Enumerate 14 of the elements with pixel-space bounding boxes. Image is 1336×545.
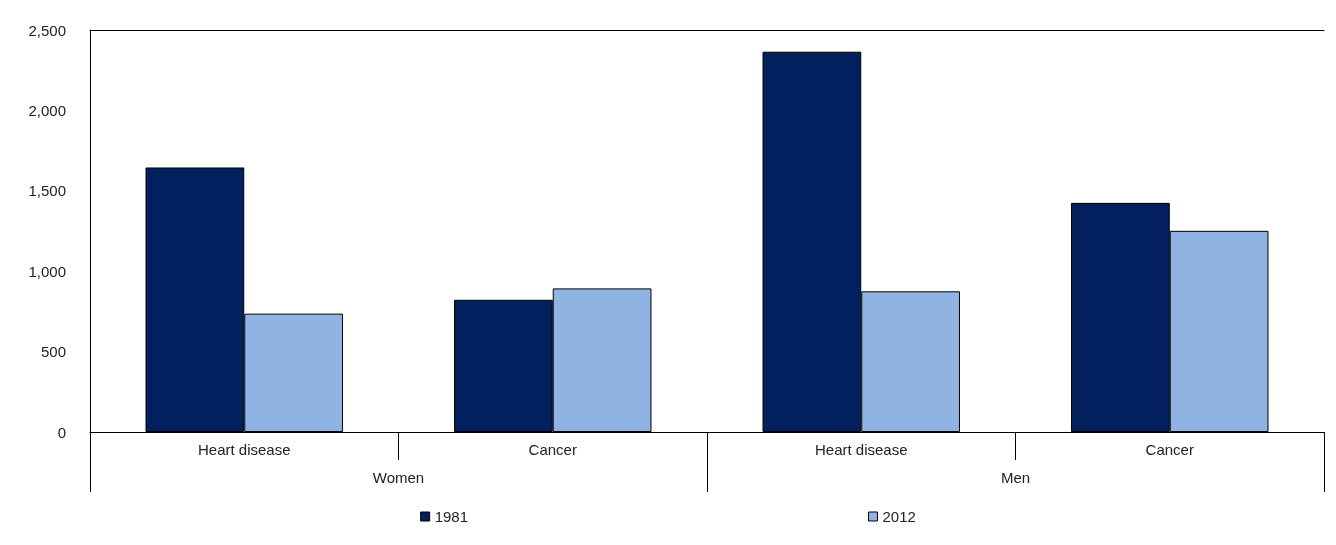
text: Women — [372, 469, 425, 486]
x-tick-label: Heart disease — [814, 441, 908, 458]
x-tick-label: Cancer — [528, 441, 577, 458]
y-tick-label: 500 — [40, 343, 66, 361]
y-tick-label: 1,000 — [28, 262, 66, 280]
legend-label: 1981 — [434, 508, 469, 525]
y-tick-label: 1,500 — [28, 182, 66, 200]
legend-label: 2012 — [882, 508, 916, 525]
x-tick-label: Heart disease — [197, 441, 291, 458]
x-tick-label: Cancer — [1145, 441, 1194, 458]
y-tick-label: 2,500 — [28, 21, 66, 39]
y-tick-label: 2,000 — [28, 101, 66, 119]
text: Men — [1000, 469, 1031, 486]
y-tick-label: 0 — [57, 423, 66, 441]
